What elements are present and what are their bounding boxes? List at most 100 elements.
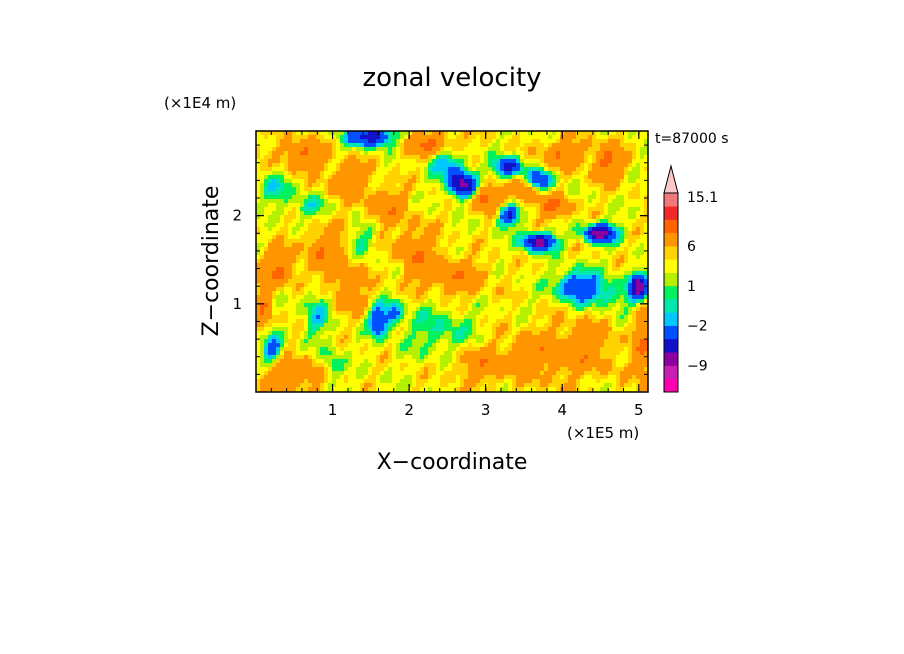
field-cell — [452, 159, 457, 164]
field-cell — [348, 151, 353, 156]
field-cell — [636, 275, 641, 280]
field-cell — [584, 255, 589, 260]
field-cell — [496, 315, 501, 320]
field-cell — [268, 327, 273, 332]
field-cell — [412, 191, 417, 196]
field-cell — [448, 131, 453, 136]
field-cell — [632, 143, 637, 148]
field-cell — [336, 151, 341, 156]
field-cell — [308, 159, 313, 164]
field-cell — [416, 143, 421, 148]
field-cell — [512, 199, 517, 204]
field-cell — [400, 299, 405, 304]
field-cell — [476, 171, 481, 176]
field-cell — [464, 255, 469, 260]
field-cell — [388, 227, 393, 232]
field-cell — [312, 315, 317, 320]
field-cell — [412, 195, 417, 200]
field-cell — [432, 139, 437, 144]
field-cell — [288, 243, 293, 248]
field-cell — [476, 203, 481, 208]
field-cell — [480, 227, 485, 232]
field-cell — [612, 203, 617, 208]
field-cell — [436, 135, 441, 140]
field-cell — [640, 319, 645, 324]
field-cell — [340, 163, 345, 168]
field-cell — [456, 303, 461, 308]
field-cell — [460, 307, 465, 312]
field-cell — [468, 143, 473, 148]
field-cell — [400, 175, 405, 180]
field-cell — [292, 159, 297, 164]
field-cell — [272, 319, 277, 324]
field-cell — [428, 135, 433, 140]
field-cell — [484, 207, 489, 212]
field-cell — [412, 319, 417, 324]
field-cell — [644, 151, 649, 156]
field-cell — [552, 207, 557, 212]
field-cell — [596, 199, 601, 204]
field-cell — [336, 203, 341, 208]
field-cell — [516, 247, 521, 252]
field-cell — [300, 291, 305, 296]
field-cell — [568, 131, 573, 136]
field-cell — [376, 203, 381, 208]
field-cell — [564, 171, 569, 176]
field-cell — [592, 211, 597, 216]
field-cell — [552, 227, 557, 232]
field-cell — [316, 167, 321, 172]
field-cell — [356, 243, 361, 248]
field-cell — [296, 235, 301, 240]
field-cell — [316, 307, 321, 312]
field-cell — [592, 291, 597, 296]
field-cell — [440, 211, 445, 216]
field-cell — [496, 223, 501, 228]
field-cell — [296, 175, 301, 180]
field-cell — [428, 291, 433, 296]
field-cell — [572, 299, 577, 304]
field-cell — [556, 287, 561, 292]
field-cell — [644, 279, 649, 284]
field-cell — [552, 287, 557, 292]
field-cell — [356, 323, 361, 328]
field-cell — [348, 315, 353, 320]
field-cell — [432, 315, 437, 320]
field-cell — [356, 291, 361, 296]
field-cell — [516, 199, 521, 204]
field-cell — [260, 331, 265, 336]
field-cell — [376, 247, 381, 252]
field-cell — [400, 191, 405, 196]
field-cell — [400, 135, 405, 140]
field-cell — [544, 267, 549, 272]
field-cell — [292, 267, 297, 272]
field-cell — [316, 143, 321, 148]
field-cell — [528, 303, 533, 308]
field-cell — [312, 239, 317, 244]
field-cell — [584, 307, 589, 312]
field-cell — [408, 331, 413, 336]
field-cell — [320, 235, 325, 240]
field-cell — [416, 251, 421, 256]
field-cell — [456, 175, 461, 180]
field-cell — [412, 227, 417, 232]
field-cell — [520, 267, 525, 272]
field-cell — [460, 243, 465, 248]
field-cell — [488, 187, 493, 192]
field-cell — [628, 143, 633, 148]
field-cell — [628, 323, 633, 328]
field-cell — [280, 311, 285, 316]
field-cell — [272, 247, 277, 252]
field-cell — [268, 243, 273, 248]
field-cell — [304, 239, 309, 244]
field-cell — [556, 231, 561, 236]
field-cell — [324, 295, 329, 300]
field-cell — [448, 251, 453, 256]
field-cell — [324, 199, 329, 204]
field-cell — [568, 223, 573, 228]
field-cell — [636, 327, 641, 332]
field-cell — [532, 219, 537, 224]
field-cell — [320, 203, 325, 208]
field-cell — [456, 279, 461, 284]
field-cell — [640, 211, 645, 216]
field-cell — [496, 255, 501, 260]
